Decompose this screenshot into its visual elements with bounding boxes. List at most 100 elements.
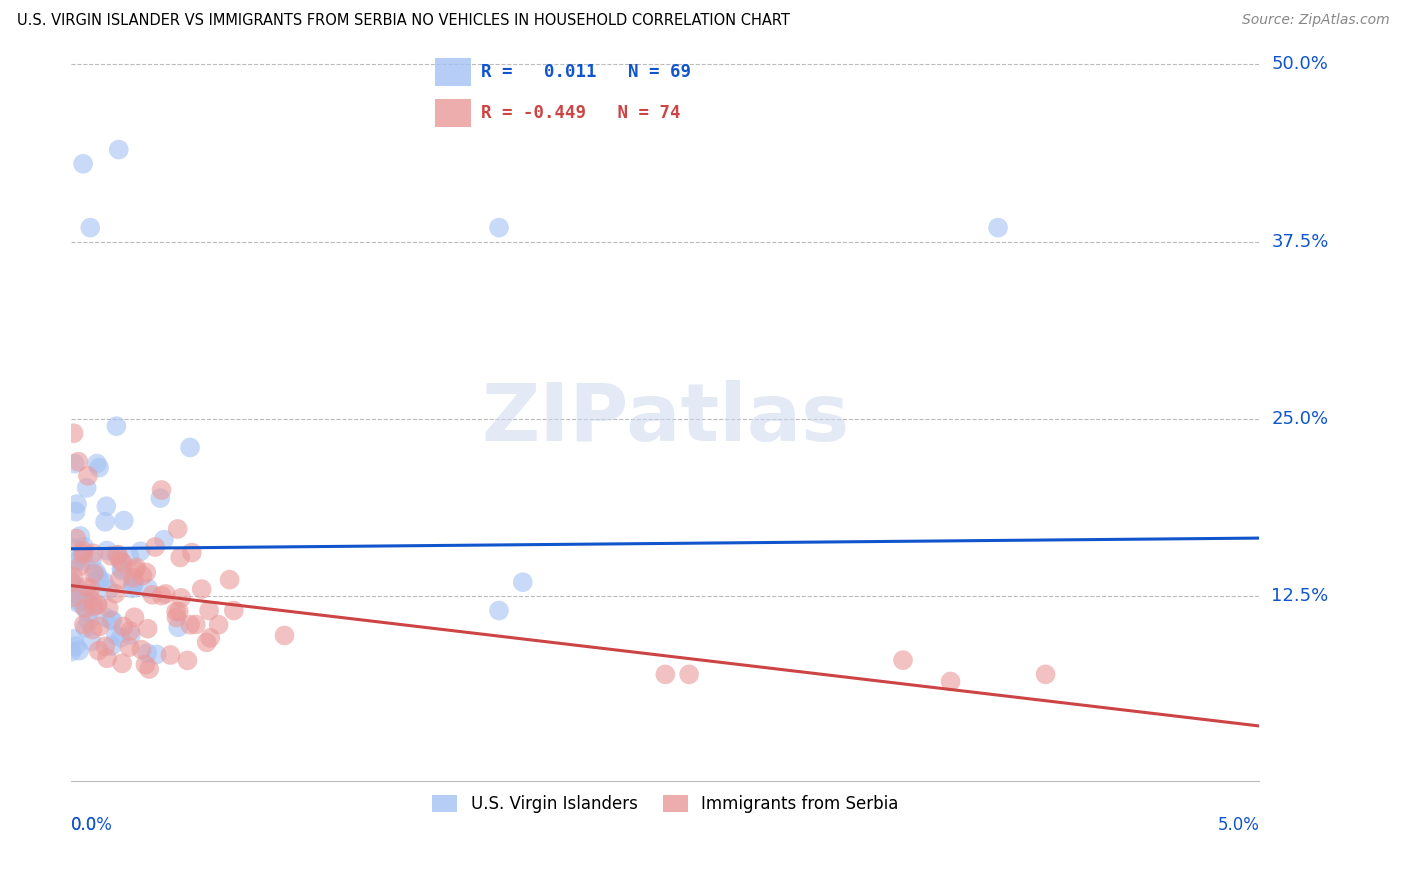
Point (105, 548, 128, 562)
Point (87, 598, 110, 612)
Point (76, 481, 98, 495)
Bar (436, 99, 471, 127)
Text: R =   0.011   N = 69: R = 0.011 N = 69 (481, 62, 690, 81)
Point (169, 550, 191, 565)
Text: 37.5%: 37.5% (1271, 233, 1329, 251)
Point (87, 460, 110, 475)
Point (67, 455, 90, 469)
Point (120, 628, 142, 642)
Point (72, 157, 94, 171)
Point (207, 617, 229, 632)
Point (80, 582, 103, 596)
Point (62, 541, 84, 555)
Point (105, 419, 128, 434)
Point (65, 532, 87, 546)
Point (82, 546, 104, 560)
Point (107, 143, 129, 157)
Point (96, 500, 118, 514)
Point (83, 566, 105, 581)
Point (124, 563, 146, 577)
Point (654, 667, 676, 681)
Point (104, 587, 127, 601)
Point (83, 599, 105, 614)
Point (118, 549, 141, 564)
Point (66, 497, 89, 511)
Point (72, 547, 94, 561)
Point (107, 548, 129, 562)
Point (96, 651, 118, 665)
Point (69, 558, 91, 573)
Point (63, 570, 86, 584)
Point (94, 515, 117, 529)
Point (65, 505, 87, 519)
Point (76, 580, 98, 594)
Point (77, 468, 100, 483)
Point (63, 556, 86, 570)
Text: 5.0%: 5.0% (1218, 816, 1260, 834)
Point (60, 575, 83, 590)
Point (108, 572, 131, 586)
Point (153, 533, 176, 547)
Point (111, 564, 134, 578)
Point (145, 648, 167, 662)
Point (939, 674, 962, 689)
Point (77, 614, 100, 628)
Point (159, 648, 181, 662)
Point (67, 643, 90, 657)
Point (512, 575, 534, 590)
Point (198, 603, 221, 617)
Point (1035, 667, 1057, 681)
Point (73, 599, 96, 614)
Point (138, 662, 160, 676)
Point (118, 640, 141, 654)
Text: Source: ZipAtlas.com: Source: ZipAtlas.com (1241, 13, 1389, 28)
Point (149, 491, 172, 505)
Point (104, 628, 127, 642)
Point (129, 544, 152, 558)
Point (101, 614, 124, 628)
Point (89, 619, 111, 633)
Point (143, 540, 166, 554)
Point (63, 577, 86, 591)
Point (89, 573, 111, 587)
Point (66, 593, 89, 607)
Point (110, 631, 132, 645)
Point (97, 582, 120, 597)
Point (93, 574, 115, 589)
Point (891, 653, 914, 667)
Point (67, 589, 90, 603)
Point (110, 562, 132, 576)
Point (86, 457, 108, 471)
Point (112, 619, 135, 633)
Point (200, 631, 222, 645)
Point (62, 632, 84, 646)
Point (167, 620, 190, 634)
Point (62, 426, 84, 441)
Point (179, 441, 201, 455)
Point (136, 582, 159, 596)
Text: 0.0%: 0.0% (72, 816, 112, 834)
Point (75, 621, 97, 635)
Point (73, 540, 96, 554)
Point (66, 553, 89, 567)
Point (72, 554, 94, 568)
Point (166, 522, 188, 536)
Point (121, 577, 143, 591)
Point (166, 610, 188, 624)
Point (111, 657, 134, 671)
Text: 50.0%: 50.0% (1271, 55, 1329, 73)
Point (131, 568, 153, 582)
Point (82, 623, 104, 637)
Point (111, 556, 134, 570)
Point (136, 646, 159, 660)
Point (273, 628, 295, 642)
Text: 12.5%: 12.5% (1271, 587, 1329, 606)
Point (118, 624, 141, 639)
Point (136, 622, 159, 636)
Point (195, 635, 218, 649)
Point (63, 591, 86, 605)
Point (134, 657, 156, 672)
Point (60, 575, 83, 590)
Point (179, 617, 201, 632)
Text: 25.0%: 25.0% (1271, 410, 1329, 428)
